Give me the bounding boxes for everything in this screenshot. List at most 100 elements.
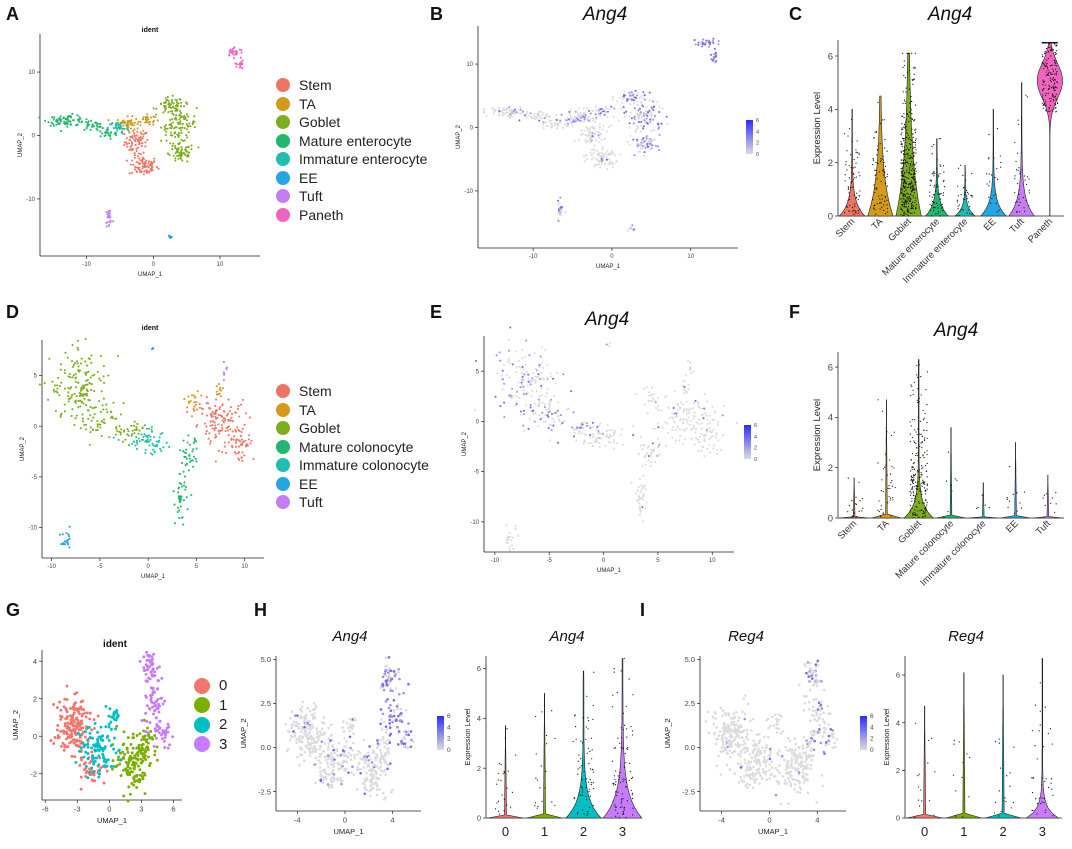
umap-point [743, 758, 747, 761]
umap-point [330, 783, 334, 787]
umap-point [514, 404, 517, 407]
umap-point [178, 498, 181, 501]
umap-point [510, 387, 513, 390]
umap-point [130, 144, 133, 147]
umap-point [544, 114, 547, 117]
y-tick-label: 5.0 [261, 655, 271, 664]
umap-point [661, 426, 664, 429]
umap-point [542, 366, 545, 369]
umap-point [102, 375, 105, 378]
umap-point [525, 404, 528, 407]
umap-point [628, 115, 631, 118]
umap-point [673, 389, 676, 392]
umap-point [721, 414, 724, 417]
x-tick-label: 0 [107, 805, 111, 814]
colorbar-label: 6 [447, 713, 451, 720]
umap-point [650, 139, 653, 142]
umap-point [122, 402, 125, 405]
umap-point [543, 405, 546, 409]
jitter-point [874, 169, 876, 171]
umap-point [164, 109, 167, 112]
umap-point [743, 742, 747, 745]
umap-point [763, 755, 766, 759]
x-axis-label: UMAP_1 [141, 574, 166, 580]
umap-point [88, 381, 91, 385]
umap-point [74, 717, 78, 721]
umap-point [185, 119, 188, 122]
umap-point [114, 122, 117, 125]
umap-point [86, 742, 90, 746]
umap-point [177, 123, 180, 126]
umap-point [192, 407, 195, 410]
y-tick-label: -10 [464, 189, 473, 195]
umap-point [580, 120, 584, 123]
umap-point [611, 429, 614, 432]
umap-point [82, 708, 86, 712]
umap-point [815, 713, 819, 717]
umap-point [315, 735, 319, 739]
umap-point [692, 407, 695, 410]
umap-point [809, 767, 813, 770]
umap-point [658, 126, 661, 129]
umap-point [135, 779, 139, 783]
umap-point [565, 119, 568, 122]
umap-point [320, 720, 324, 724]
umap-point [174, 144, 177, 148]
umap-point [158, 727, 161, 730]
umap-point [170, 127, 173, 130]
umap-point [148, 720, 152, 724]
jitter-point [904, 201, 907, 204]
umap-point [100, 435, 103, 438]
umap-point [141, 165, 144, 168]
umap-point [143, 433, 146, 436]
umap-point [103, 134, 106, 138]
umap-point [573, 117, 576, 120]
umap-point [715, 59, 718, 63]
umap-point [739, 749, 743, 753]
jitter-point [913, 171, 916, 173]
umap-point [327, 737, 331, 741]
umap-point [300, 728, 304, 731]
umap-point [597, 436, 600, 439]
umap-point [186, 508, 189, 511]
umap-point [352, 741, 355, 745]
umap-point [522, 413, 525, 416]
umap-point [649, 464, 652, 468]
umap-point [524, 393, 527, 396]
umap-point [339, 776, 342, 780]
umap-point [131, 429, 134, 432]
umap-point [682, 380, 685, 383]
umap-point [385, 742, 389, 746]
jitter-point [911, 201, 914, 203]
umap-point [736, 730, 739, 734]
umap-point [131, 746, 135, 750]
umap-point [209, 420, 212, 423]
umap-point [536, 112, 539, 115]
umap-point [119, 126, 122, 129]
umap-point [300, 705, 304, 708]
umap-point [119, 433, 122, 436]
umap-point [83, 711, 87, 715]
umap-point [506, 111, 509, 114]
jitter-point [875, 213, 877, 215]
x-tick-label: -5 [547, 558, 553, 564]
umap-point [715, 764, 718, 768]
x-tick-label: 10 [217, 262, 224, 268]
umap-point [214, 460, 217, 463]
umap-point [712, 418, 716, 422]
umap-point [647, 459, 650, 462]
umap-point [132, 163, 135, 166]
umap-point [719, 448, 723, 451]
umap-point [73, 392, 76, 395]
umap-point [708, 426, 711, 429]
umap-point [85, 769, 89, 773]
umap-point [397, 692, 401, 696]
umap-point [241, 451, 244, 454]
umap-point [781, 729, 785, 733]
umap-point [109, 744, 113, 748]
umap-point [375, 788, 379, 791]
umap-point [178, 134, 181, 137]
umap-point [505, 539, 508, 542]
umap-point [607, 125, 610, 129]
umap-point [538, 413, 541, 417]
